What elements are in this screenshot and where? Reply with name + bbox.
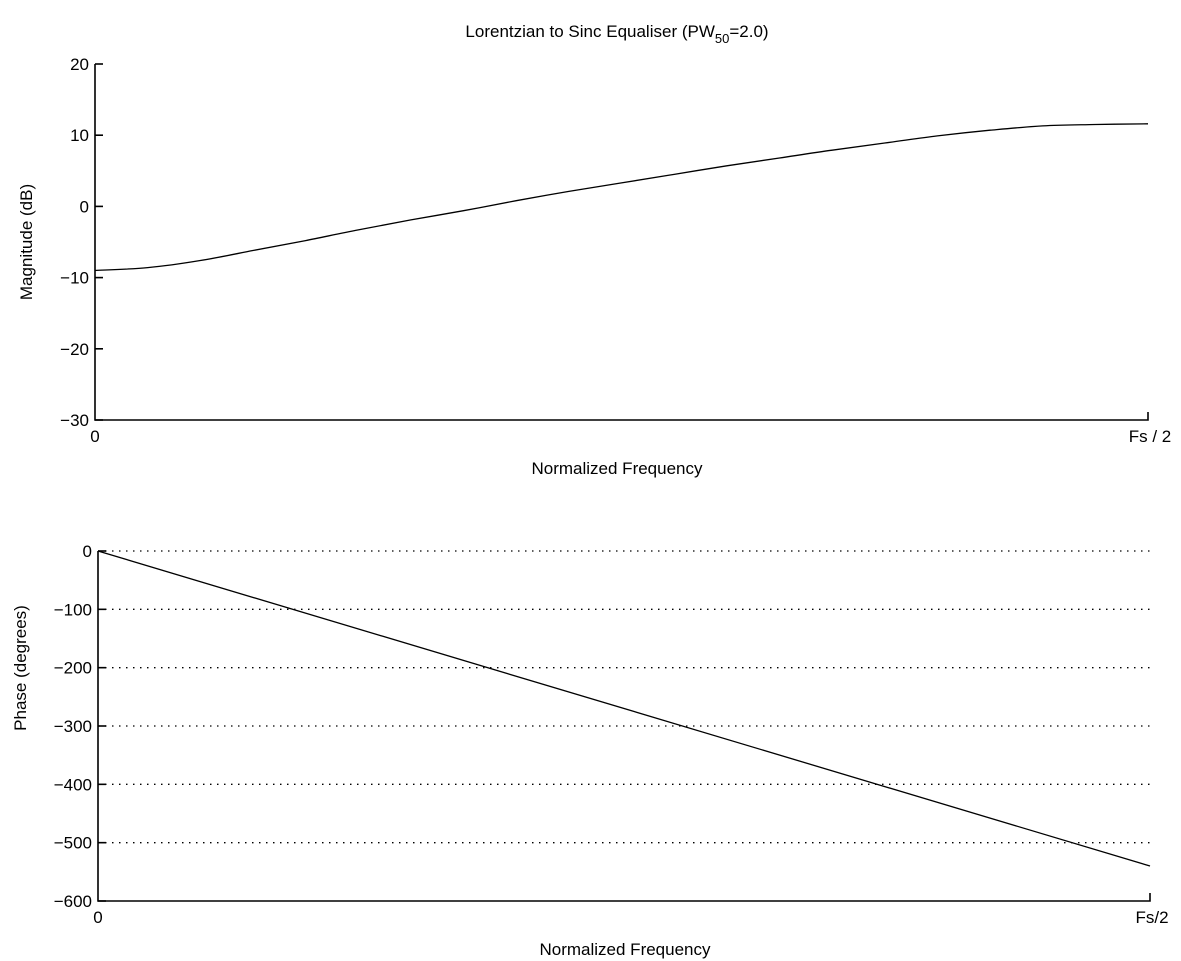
phase-y-tick-label: −400 <box>54 775 92 794</box>
phase-y-tick-label: −200 <box>54 659 92 678</box>
phase-x-tick-label: Fs/2 <box>1135 908 1168 927</box>
phase-plot: 0 −100 −200 −300 −400 −500 −600 0 Fs/2 Phase (d… <box>11 542 1169 959</box>
phase-y-ticks: 0 −100 −200 −300 −400 −500 −600 <box>54 542 106 911</box>
chart-title-subscript: 50 <box>715 31 729 46</box>
chart-title: Lorentzian to Sinc Equaliser (PW50=2.0) <box>465 22 768 46</box>
magnitude-y-tick-label: 0 <box>80 197 89 216</box>
magnitude-y-tick-label: −20 <box>60 340 89 359</box>
phase-y-axis-label: Phase (degrees) <box>11 605 30 731</box>
phase-x-ticks: 0 Fs/2 <box>93 908 1168 927</box>
phase-grid <box>98 550 1150 844</box>
magnitude-x-axis-label: Normalized Frequency <box>531 459 703 478</box>
phase-x-tick-label: 0 <box>93 908 102 927</box>
magnitude-y-tick-label: 20 <box>70 55 89 74</box>
magnitude-x-tick-label: Fs / 2 <box>1129 427 1172 446</box>
magnitude-x-ticks: 0 Fs / 2 <box>90 427 1171 446</box>
phase-x-axis-label: Normalized Frequency <box>539 940 711 959</box>
magnitude-x-tick-label: 0 <box>90 427 99 446</box>
phase-y-tick-label: −500 <box>54 834 92 853</box>
magnitude-axis-frame <box>94 64 1149 421</box>
phase-curve <box>97 550 1151 867</box>
magnitude-y-tick-label: −30 <box>60 411 89 430</box>
phase-y-tick-label: 0 <box>83 542 92 561</box>
magnitude-y-tick-label: −10 <box>60 269 89 288</box>
magnitude-y-tick-label: 10 <box>70 126 89 145</box>
magnitude-curve <box>94 123 1149 272</box>
magnitude-y-axis-label: Magnitude (dB) <box>17 184 36 300</box>
phase-y-tick-label: −100 <box>54 600 92 619</box>
phase-y-tick-label: −300 <box>54 717 92 736</box>
magnitude-plot: 20 10 0 −10 −20 −30 0 Fs / 2 Magnitude (dB) No… <box>17 55 1171 478</box>
magnitude-y-ticks: 20 10 0 −10 −20 −30 <box>60 55 103 430</box>
phase-y-tick-label: −600 <box>54 892 92 911</box>
